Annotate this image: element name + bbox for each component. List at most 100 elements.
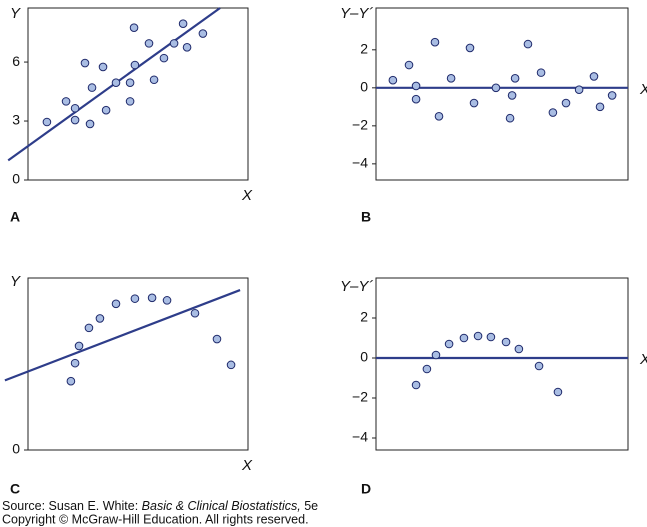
x-axis-label: X [241, 457, 253, 474]
point [486, 332, 496, 342]
point [74, 341, 84, 351]
point [80, 58, 90, 68]
point [66, 376, 76, 386]
y-tick-label: 0 [12, 441, 20, 457]
point [130, 60, 140, 70]
point [85, 119, 95, 129]
point [595, 102, 605, 112]
point [70, 358, 80, 368]
source-suffix: 5e [301, 499, 318, 513]
point [534, 361, 544, 371]
source-title: Basic & Clinical Biostatistics, [142, 499, 301, 513]
point [130, 294, 140, 303]
point [430, 37, 440, 47]
point [178, 19, 188, 29]
point [404, 60, 414, 70]
y-tick-label: 6 [12, 53, 20, 69]
point [553, 387, 563, 397]
point [523, 39, 533, 49]
point [95, 314, 105, 323]
y-tick-label: −2 [352, 117, 368, 133]
y-tick-label: 0 [360, 79, 368, 95]
panel-label: B [361, 209, 371, 225]
point [70, 115, 80, 125]
point [182, 43, 192, 52]
point [548, 108, 558, 117]
point [169, 39, 179, 48]
y-axis-label: Y–Y´ [340, 5, 373, 22]
source: Source: Susan E. White: Basic & Clinical… [2, 499, 318, 513]
y-tick-label: −2 [352, 389, 368, 405]
plot-frame [27, 7, 249, 181]
y-tick-label: 2 [360, 41, 368, 57]
source-prefix: Source: Susan E. White: [2, 499, 142, 513]
y-tick-label: 2 [360, 309, 368, 325]
y-tick-label: −4 [352, 155, 368, 171]
plot-frame [375, 7, 629, 181]
point [501, 337, 511, 347]
point [388, 75, 398, 85]
y-tick-label: −4 [352, 429, 368, 445]
point [147, 293, 157, 303]
point [111, 299, 121, 309]
point [469, 98, 479, 108]
point [473, 331, 483, 341]
point [149, 75, 159, 85]
y-tick-label: 3 [12, 112, 20, 128]
point [434, 112, 444, 121]
x-axis-label: X [639, 351, 647, 368]
panel-label: C [10, 481, 20, 497]
copyright: Copyright © McGraw-Hill Education. All r… [2, 512, 309, 526]
point [561, 98, 571, 108]
y-axis-label: Y–Y´ [340, 278, 373, 295]
point [491, 83, 501, 93]
point [459, 333, 469, 343]
point [162, 296, 172, 305]
point [190, 308, 200, 318]
point [411, 380, 421, 390]
point [507, 91, 517, 100]
point [536, 68, 546, 77]
y-tick-label: 0 [12, 171, 20, 187]
point [411, 94, 421, 104]
point [212, 334, 222, 344]
point [444, 339, 454, 349]
point [198, 29, 208, 38]
panel-label: A [10, 209, 20, 225]
point [446, 74, 456, 83]
point [125, 78, 135, 87]
panel-label: D [361, 481, 371, 497]
point [125, 97, 135, 106]
point [144, 39, 154, 48]
point [574, 85, 584, 95]
y-axis-label: Y [10, 5, 21, 22]
point [514, 344, 524, 354]
plot-frame [27, 277, 249, 451]
point [42, 117, 52, 127]
point [422, 364, 432, 374]
y-axis-label: Y [10, 273, 21, 290]
y-tick-label: 0 [360, 349, 368, 365]
point [61, 97, 71, 106]
point [589, 72, 599, 81]
point [101, 105, 111, 115]
x-axis-label: X [241, 187, 253, 204]
x-axis-label: X [639, 81, 647, 98]
point [98, 62, 108, 72]
point [431, 350, 441, 360]
plot-frame [375, 277, 629, 451]
fit-line [4, 289, 241, 382]
point [226, 360, 236, 370]
point [510, 74, 520, 83]
point [411, 81, 421, 91]
point [70, 103, 80, 113]
point [465, 43, 475, 53]
point [159, 53, 169, 63]
point [129, 23, 139, 32]
point [111, 78, 121, 87]
point [84, 323, 94, 333]
point [87, 83, 97, 92]
point [505, 113, 515, 123]
point [607, 91, 617, 100]
